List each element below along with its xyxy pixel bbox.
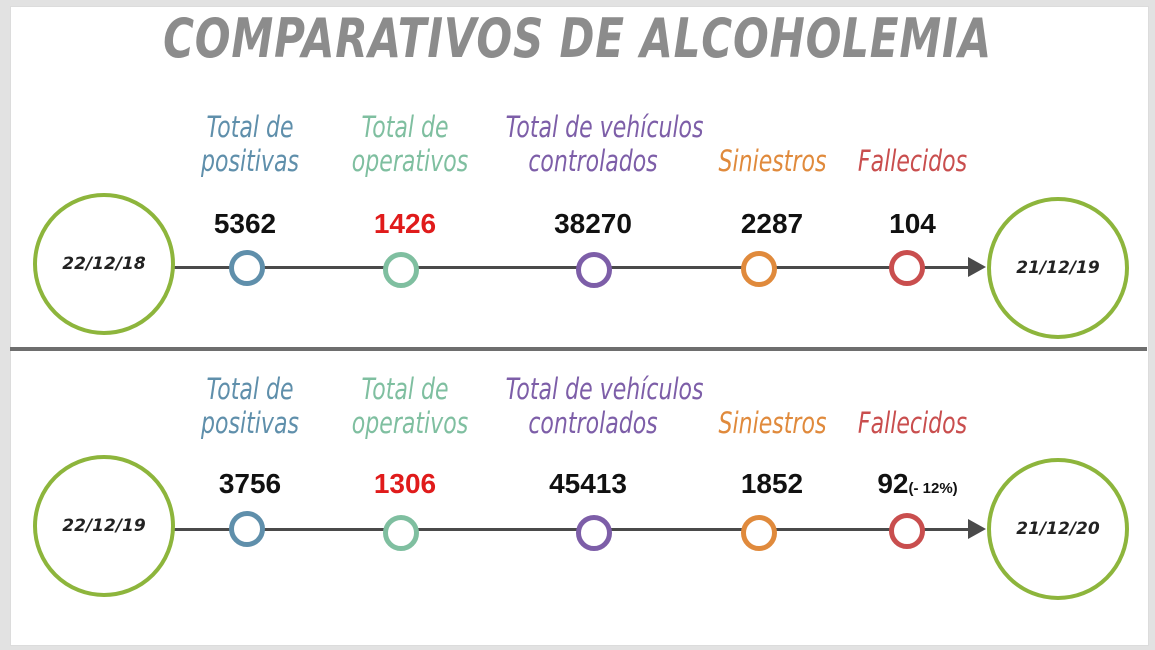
label-positivas-line1: Total de	[206, 110, 294, 144]
node-operativos	[383, 252, 419, 288]
label-positivas: Total de positivas	[197, 372, 303, 440]
label-vehiculos-line1: Total de vehículos	[505, 372, 704, 406]
value-fallecidos-number: 104	[889, 208, 936, 239]
node-positivas	[229, 511, 265, 547]
end-date: 21/12/19	[1016, 258, 1100, 278]
node-siniestros	[741, 251, 777, 287]
end-date: 21/12/20	[1016, 519, 1100, 539]
section-divider	[10, 347, 1147, 351]
label-vehiculos: Total de vehículos controlados	[505, 372, 704, 440]
value-fallecidos: 92(- 12%)	[845, 468, 990, 500]
label-siniestros: Siniestros	[717, 406, 827, 440]
label-positivas: Total de positivas	[197, 110, 303, 178]
end-date-circle: 21/12/20	[987, 458, 1129, 600]
label-siniestros-text: Siniestros	[718, 144, 827, 178]
label-operativos-line2: operativos	[351, 144, 469, 178]
node-fallecidos	[889, 250, 925, 286]
value-positivas: 3756	[218, 468, 282, 499]
label-fallecidos-text: Fallecidos	[857, 406, 968, 440]
node-siniestros	[741, 515, 777, 551]
label-operativos: Total de operativos	[351, 372, 469, 440]
value-operativos: 1426	[373, 208, 437, 239]
timeline-axis	[170, 528, 970, 531]
start-date: 22/12/19	[62, 516, 146, 536]
value-vehiculos: 38270	[554, 208, 632, 239]
value-operativos: 1306	[373, 468, 437, 499]
label-vehiculos-line2: controlados	[528, 144, 658, 178]
start-date-circle: 22/12/18	[33, 193, 175, 335]
value-fallecidos-note: (- 12%)	[908, 480, 958, 497]
value-fallecidos: 104	[840, 208, 985, 240]
value-siniestros: 1852	[740, 468, 804, 499]
node-positivas	[229, 250, 265, 286]
value-siniestros: 2287	[740, 208, 804, 239]
label-vehiculos-line1: Total de vehículos	[505, 110, 704, 144]
label-fallecidos: Fallecidos	[857, 406, 967, 440]
node-vehiculos	[576, 252, 612, 288]
node-operativos	[383, 515, 419, 551]
label-fallecidos: Fallecidos	[857, 144, 967, 178]
start-date: 22/12/18	[62, 254, 146, 274]
label-positivas-line1: Total de	[206, 372, 294, 406]
start-date-circle: 22/12/19	[33, 455, 175, 597]
node-fallecidos	[889, 513, 925, 549]
label-positivas-line2: positivas	[201, 406, 299, 440]
label-vehiculos: Total de vehículos controlados	[505, 110, 704, 178]
label-operativos-line1: Total de	[361, 110, 449, 144]
value-vehiculos: 45413	[549, 468, 627, 499]
label-fallecidos-text: Fallecidos	[857, 144, 968, 178]
label-vehiculos-line2: controlados	[528, 406, 658, 440]
end-date-circle: 21/12/19	[987, 197, 1129, 339]
node-vehiculos	[576, 515, 612, 551]
timeline-row-1: Total de positivas Total de operativos T…	[0, 100, 1155, 360]
label-operativos-line2: operativos	[351, 406, 469, 440]
label-positivas-line2: positivas	[201, 144, 299, 178]
timeline-row-2: Total de positivas Total de operativos T…	[0, 362, 1155, 622]
label-operativos: Total de operativos	[351, 110, 469, 178]
arrow-right-icon	[968, 257, 986, 277]
timeline-axis	[170, 266, 970, 269]
page-title: COMPARATIVOS DE ALCOHOLEMIA	[163, 7, 992, 70]
label-siniestros-text: Siniestros	[718, 406, 827, 440]
label-siniestros: Siniestros	[717, 144, 827, 178]
arrow-right-icon	[968, 519, 986, 539]
value-fallecidos-number: 92	[877, 468, 909, 499]
value-positivas: 5362	[213, 208, 277, 239]
label-operativos-line1: Total de	[361, 372, 449, 406]
